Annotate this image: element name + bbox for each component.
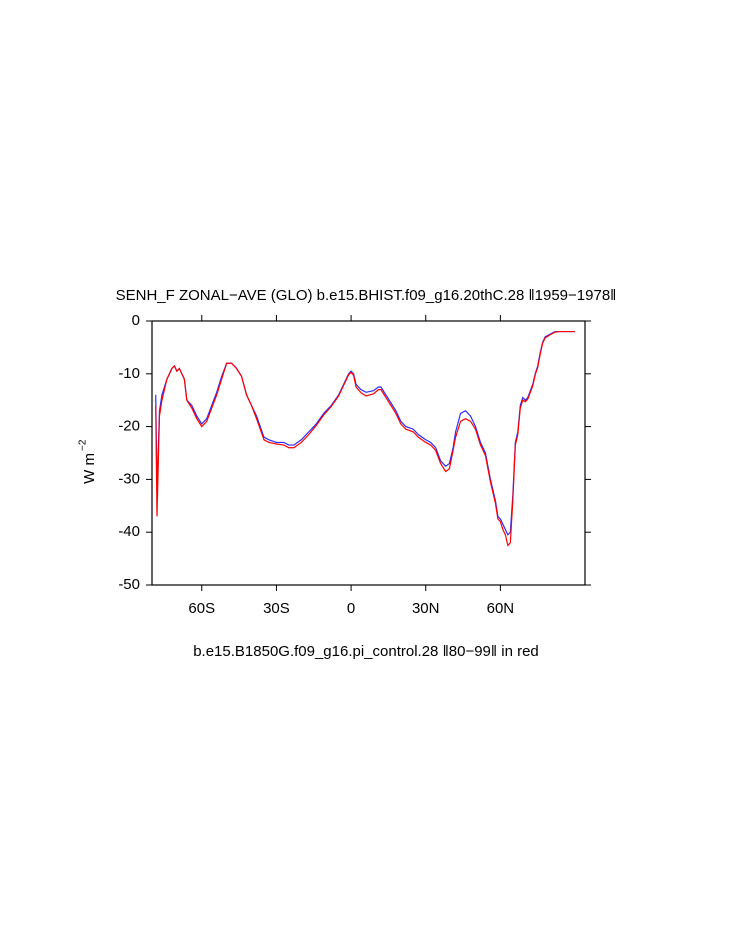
data-line: [155, 330, 576, 547]
chart-title: SENH_F ZONAL−AVE (GLO) b.e15.BHIST.f09_g…: [116, 287, 617, 304]
y-tick-label: -20: [118, 418, 140, 435]
y-label-text: W m: [81, 453, 98, 484]
x-tick-label: 60S: [188, 600, 215, 617]
y-tick-label: -50: [118, 576, 140, 593]
plot-frame: [151, 320, 586, 586]
y-tick-label: -30: [118, 470, 140, 487]
x-tick-label: 0: [347, 600, 355, 617]
y-tick-label: -40: [118, 523, 140, 540]
x-tick-label: 30N: [412, 600, 440, 617]
x-tick-label: 30S: [263, 600, 290, 617]
y-label-superscript: −2: [78, 439, 89, 451]
data-line: [155, 330, 576, 536]
chart-subtitle: b.e15.B1850G.f09_g16.pi_control.28 ‖80−9…: [193, 643, 539, 660]
x-tick-label: 60N: [487, 600, 515, 617]
y-tick-label: -10: [118, 365, 140, 382]
y-tick-label: 0: [132, 312, 140, 329]
y-axis-label: W m −2: [78, 439, 98, 484]
